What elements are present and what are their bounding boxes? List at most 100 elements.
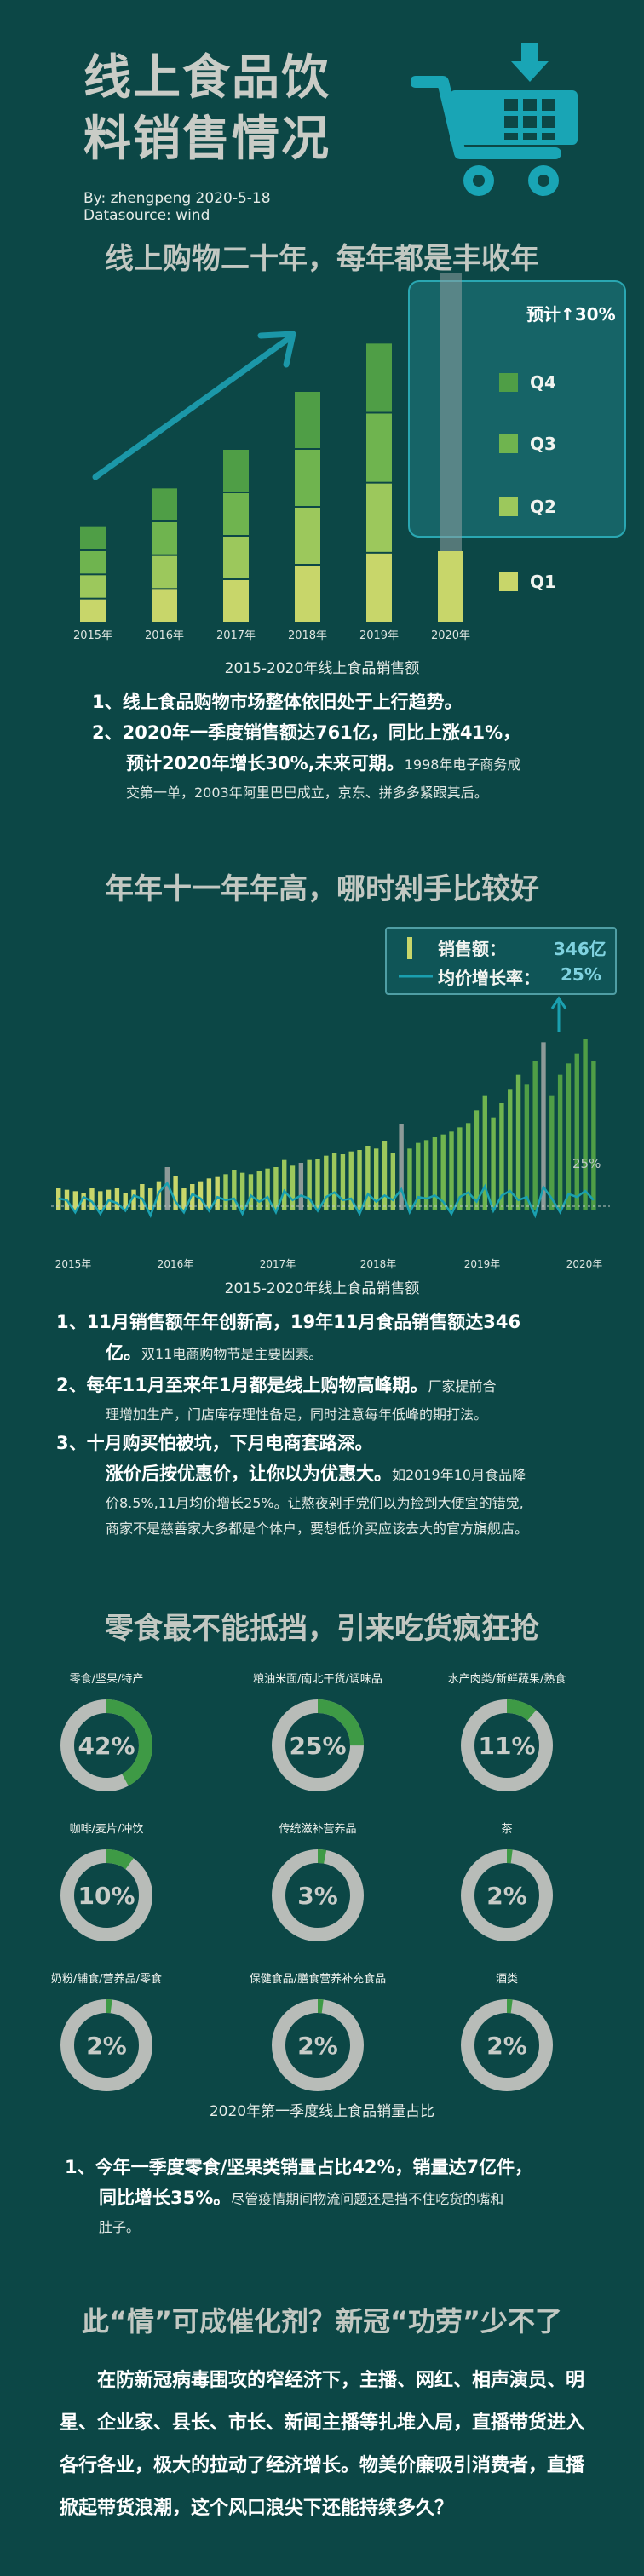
category-label: 咖啡/麦片/冲饮 (69, 1823, 144, 1836)
monthly-bar (290, 1165, 296, 1210)
section2-bullet-3-cont: 涨价后按优惠价，让你以为优惠大。如2019年10月食品降 (106, 1463, 526, 1484)
bar-q2-2 (223, 537, 249, 578)
bar-q1-5 (438, 551, 463, 622)
monthly-bar (390, 1153, 396, 1210)
monthly-bar (256, 1171, 262, 1210)
bar-q3-1 (152, 522, 177, 555)
bar-q4-3 (295, 392, 320, 448)
donut-chart: 2% (272, 1999, 364, 2091)
page-title-line1: 线上食品饮 (83, 50, 331, 106)
donut-chart: 2% (461, 1999, 553, 2091)
monthly-bar (307, 1159, 312, 1210)
x-tick-label: 2016年 (158, 1258, 194, 1270)
bar-forecast-5 (440, 273, 462, 551)
monthly-bar (499, 1103, 504, 1210)
category-donut: 传统滋补营养品 3% (220, 1820, 416, 1946)
section4-title: 此“情”可成催化剂？新冠“功劳”少不了 (81, 2305, 563, 2337)
donut-value-label: 10% (78, 1882, 135, 1910)
quarterly-sales-chart: 2015年 2016年 2017年 2018年 2019年 2020年 Q4Q3Q2Q1 … (73, 273, 626, 642)
section2-bullet-3-small-2: 商家不是慈善家大多都是个体户，要想低价买应该去大的官方旗舰店。 (106, 1521, 529, 1537)
shopping-cart-icon (411, 43, 578, 196)
x-tick-label: 2020年 (566, 1258, 603, 1270)
legend-swatch-q4 (499, 373, 518, 392)
monthly-bar (273, 1167, 279, 1210)
bar-q1-0 (80, 599, 106, 622)
bar-q3-2 (223, 493, 249, 535)
section1-bullet-2: 2、2020年一季度销售额达761亿，同比上涨41%， (92, 722, 521, 743)
monthly-bar (164, 1167, 170, 1210)
donut-chart: 42% (60, 1699, 152, 1791)
monthly-bar (282, 1159, 287, 1210)
monthly-bar (340, 1154, 346, 1210)
donut-slice (461, 1699, 553, 1791)
monthly-bar (298, 1163, 304, 1210)
x-tick-label: 2015年 (73, 630, 112, 642)
category-donut: 咖啡/麦片/冲饮 10% (9, 1820, 204, 1946)
legend-growth-value: 25% (561, 964, 601, 985)
category-donut: 酒类 2% (409, 1969, 605, 2096)
bar-q2-0 (80, 575, 106, 598)
monthly-bar (457, 1127, 463, 1210)
category-donut: 水产肉类/新鲜蔬果/熟食 11% (409, 1670, 605, 1797)
monthly-bar (449, 1131, 454, 1210)
bar-q4-4 (366, 343, 392, 412)
page-title: 线上食品饮 料销售情况 (83, 48, 390, 170)
section2-notes: 1、11月销售额年年创新高，19年11月食品销售额达346 亿。双11电商购物节… (56, 1307, 618, 1542)
monthly-bar (416, 1142, 421, 1210)
x-tick-label: 2019年 (464, 1258, 501, 1270)
monthly-bar (357, 1150, 362, 1210)
x-tick-label: 2017年 (260, 1258, 296, 1270)
bar-q1-1 (152, 589, 177, 622)
legend-swatch-q3 (499, 434, 518, 453)
donut-chart: 11% (461, 1699, 553, 1791)
category-label: 酒类 (495, 1973, 518, 1986)
section2-bullet-2: 2、每年11月至来年1月都是线上购物高峰期。厂家提前合 (56, 1375, 497, 1395)
donut-value-label: 25% (289, 1732, 346, 1760)
section2-bullet-3: 3、十月购买怕被坑，下月电商套路深。 (56, 1433, 373, 1453)
monthly-bar (181, 1188, 187, 1210)
category-label: 奶粉/辅食/营养品/零食 (50, 1973, 163, 1986)
monthly-bar (331, 1153, 337, 1210)
section1-title: 线上购物二十年，每年都是丰收年 (105, 242, 539, 276)
monthly-bar (265, 1168, 270, 1210)
datasource-line: Datasource: wind (83, 207, 210, 224)
donut-value-label: 42% (78, 1732, 135, 1760)
donut-value-label: 2% (297, 2032, 338, 2060)
monthly-bar (89, 1188, 95, 1210)
chart3-caption: 2020年第一季度线上食品销量占比 (209, 2103, 435, 2120)
monthly-bar (131, 1189, 136, 1210)
monthly-bar (223, 1174, 228, 1210)
section2-bullet-3-small-1: 价8.5%,11月均价增长25%。让熬夜剁手党们以为捡到大便宜的错觉, (106, 1495, 524, 1511)
donut-slice (272, 1699, 364, 1791)
monthly-bar (373, 1148, 379, 1210)
donut-chart: 2% (60, 1999, 152, 2091)
donut-slice (60, 1699, 152, 1791)
monthly-bar (591, 1061, 596, 1210)
bar-q2-1 (152, 555, 177, 589)
x-tick-label: 2017年 (216, 630, 256, 642)
donut-value-label: 2% (86, 2032, 127, 2060)
section2-bullet-1: 1、11月销售额年年创新高，19年11月食品销售额达346 (56, 1312, 521, 1332)
bar-q4-0 (80, 526, 106, 549)
monthly-legend-box: 销售额： 346亿 均价增长率： 25% (385, 927, 617, 995)
donut-slice (60, 1999, 152, 2091)
category-label: 水产肉类/新鲜蔬果/熟食 (447, 1673, 566, 1686)
donut-value-label: 3% (297, 1882, 338, 1910)
section1-bullet-1: 1、线上食品购物市场整体依旧处于上行趋势。 (92, 692, 463, 712)
growth-line (58, 1181, 595, 1219)
monthly-bar (474, 1110, 480, 1210)
monthly-bar (432, 1137, 438, 1210)
category-donut: 奶粉/辅食/营养品/零食 2% (9, 1969, 204, 2096)
bar-q1-2 (223, 580, 249, 622)
legend-label-q1: Q1 (530, 572, 556, 592)
category-label: 保健食品/膳食营养补充食品 (249, 1973, 387, 1986)
monthly-bar (482, 1095, 487, 1210)
section3-bullet-1-cont: 同比增长35%。尽管疫情期间物流问题还是挡不住吃货的嘴和 (99, 2188, 504, 2208)
donut-chart: 3% (272, 1849, 364, 1941)
section3-bullet-1-small: 肚子。 (99, 2219, 141, 2235)
chart2-caption: 2015-2020年线上食品销售额 (224, 1280, 420, 1297)
section2-bullet-1-cont: 亿。双11电商购物节是主要因素。 (106, 1343, 323, 1363)
section2-title: 年年十一年年高，哪时剁手比较好 (105, 872, 539, 906)
legend-label-q3: Q3 (530, 434, 556, 454)
monthly-bar (206, 1178, 212, 1210)
